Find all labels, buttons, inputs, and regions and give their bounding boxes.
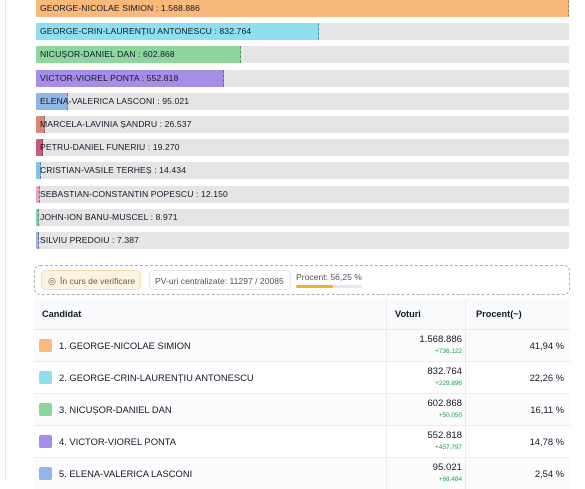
bar: [36, 69, 224, 87]
status-bar: ◎ În curs de verificare PV-uri centraliza…: [34, 265, 570, 295]
candidate-color-swatch: [39, 467, 52, 480]
table-row[interactable]: 2. GEORGE-CRIN-LAURENȚIU ANTONESCU 832.76…: [34, 361, 570, 393]
votes-delta: +736.122: [435, 348, 462, 355]
verification-status-pill[interactable]: ◎ În curs de verificare: [41, 270, 141, 290]
bar-row[interactable]: MARCELA-LAVINIA ȘANDRU : 26.537: [36, 115, 569, 133]
votes-cell: 95.021 +68.484: [386, 458, 466, 489]
votes-cell: 1.568.886 +736.122: [386, 330, 466, 361]
table-header: Candidat Voturi Procent(~): [34, 299, 570, 329]
table-row[interactable]: 5. ELENA-VALERICA LASCONI 95.021 +68.484 2,…: [34, 457, 570, 489]
candidate-name: 5. ELENA-VALERICA LASCONI: [59, 468, 193, 479]
bar: [36, 46, 241, 64]
candidate-color-swatch: [39, 403, 52, 416]
bar: [36, 115, 45, 133]
page-left-border: [5, 0, 6, 480]
procent-progress-fill: [296, 285, 334, 288]
percent-value: 14,78 %: [529, 436, 564, 447]
bar-label: ELENA-VALERICA LASCONI : 95.021: [40, 95, 190, 106]
bar-row[interactable]: NICUȘOR-DANIEL DAN : 602.868: [36, 46, 569, 64]
bar-row[interactable]: GEORGE-NICOLAE SIMION : 1.568.886: [36, 0, 569, 17]
votes-value: 1.568.886: [419, 334, 462, 345]
bar: [36, 139, 43, 157]
procent-progress-track: [296, 285, 362, 288]
pv-count-label: PV-uri centralizate: 11297 / 20085: [155, 276, 284, 286]
bar-label: VICTOR-VIOREL PONTA : 552.818: [40, 72, 179, 83]
votes-cell: 832.764 +229.896: [386, 362, 466, 393]
bar-label: SILVIU PREDOIU : 7.387: [40, 234, 139, 245]
votes-value: 832.764: [427, 366, 462, 377]
bar: [36, 23, 319, 41]
bar: [36, 162, 41, 180]
table-row[interactable]: 1. GEORGE-NICOLAE SIMION 1.568.886 +736.12…: [34, 329, 570, 361]
candidate-color-swatch: [39, 339, 52, 352]
table-row[interactable]: 3. NICUȘOR-DANIEL DAN 602.868 +50.050 16,11…: [34, 393, 570, 425]
votes-value: 95.021: [432, 462, 462, 473]
bar: [36, 0, 569, 17]
table-body: 1. GEORGE-NICOLAE SIMION 1.568.886 +736.12…: [34, 329, 570, 489]
bar-row[interactable]: PETRU-DANIEL FUNERIU : 19.270: [36, 139, 569, 157]
procent-label: Procent: 56,25 %: [296, 272, 362, 282]
bar: [36, 208, 40, 226]
votes-cell: 602.868 +50.050: [386, 394, 466, 425]
header-voturi[interactable]: Voturi: [395, 309, 421, 319]
percent-value: 22,26 %: [529, 372, 564, 383]
bar-row[interactable]: CRISTIAN-VASILE TERHEȘ : 14.434: [36, 162, 569, 180]
bar-row[interactable]: GEORGE-CRIN-LAURENȚIU ANTONESCU : 832.76…: [36, 23, 569, 41]
percent-value: 16,11 %: [530, 404, 564, 415]
bar: [36, 92, 69, 110]
votes-delta: +229.896: [435, 380, 462, 387]
candidate-name: 4. VICTOR-VIOREL PONTA: [59, 436, 177, 447]
header-procent[interactable]: Procent(~): [476, 309, 522, 319]
bar-row[interactable]: VICTOR-VIOREL PONTA : 552.818: [36, 69, 569, 87]
candidate-color-swatch: [39, 371, 52, 384]
percent-value: 2,54 %: [534, 468, 564, 479]
bar-label: MARCELA-LAVINIA ȘANDRU : 26.537: [40, 118, 192, 129]
bar: [36, 231, 39, 249]
pv-count-pill: PV-uri centralizate: 11297 / 20085: [149, 270, 291, 290]
votes-delta: +457.797: [435, 444, 462, 451]
header-candidat: Candidat: [42, 309, 82, 319]
votes-value: 602.868: [427, 398, 462, 409]
votes-value: 552.818: [427, 430, 462, 441]
votes-cell: 552.818 +457.797: [386, 426, 466, 457]
table-row[interactable]: 4. VICTOR-VIOREL PONTA 552.818 +457.797 14,…: [34, 425, 570, 457]
candidate-name: 2. GEORGE-CRIN-LAURENȚIU ANTONESCU: [59, 372, 254, 383]
bar-row[interactable]: JOHN-ION BANU-MUSCEL : 8.971: [36, 208, 569, 226]
bar-row[interactable]: SEBASTIAN-CONSTANTIN POPESCU : 12.150: [36, 185, 569, 203]
candidate-name: 3. NICUȘOR-DANIEL DAN: [59, 404, 172, 415]
bar-label: JOHN-ION BANU-MUSCEL : 8.971: [40, 211, 178, 222]
candidate-color-swatch: [39, 435, 52, 448]
bar-label: GEORGE-CRIN-LAURENȚIU ANTONESCU : 832.76…: [40, 26, 252, 37]
percent-value: 41,94 %: [529, 340, 564, 351]
results-bar-chart: GEORGE-NICOLAE SIMION : 1.568.886 GEORGE-…: [36, 0, 569, 255]
results-table: Candidat Voturi Procent(~) 1. GEORGE-NIC…: [34, 299, 570, 489]
verification-status-label: În curs de verificare: [60, 276, 135, 286]
bar-label: PETRU-DANIEL FUNERIU : 19.270: [40, 142, 180, 153]
bar: [36, 185, 41, 203]
votes-delta: +50.050: [438, 412, 462, 419]
candidate-name: 1. GEORGE-NICOLAE SIMION: [59, 340, 191, 351]
bar-label: NICUȘOR-DANIEL DAN : 602.868: [40, 49, 175, 60]
bar-row[interactable]: SILVIU PREDOIU : 7.387: [36, 231, 569, 249]
bar-label: GEORGE-NICOLAE SIMION : 1.568.886: [40, 3, 200, 13]
bar-row[interactable]: ELENA-VALERICA LASCONI : 95.021: [36, 92, 569, 110]
bar-label: SEBASTIAN-CONSTANTIN POPESCU : 12.150: [40, 188, 228, 199]
radar-icon: ◎: [48, 276, 56, 286]
bar-label: CRISTIAN-VASILE TERHEȘ : 14.434: [40, 165, 187, 176]
